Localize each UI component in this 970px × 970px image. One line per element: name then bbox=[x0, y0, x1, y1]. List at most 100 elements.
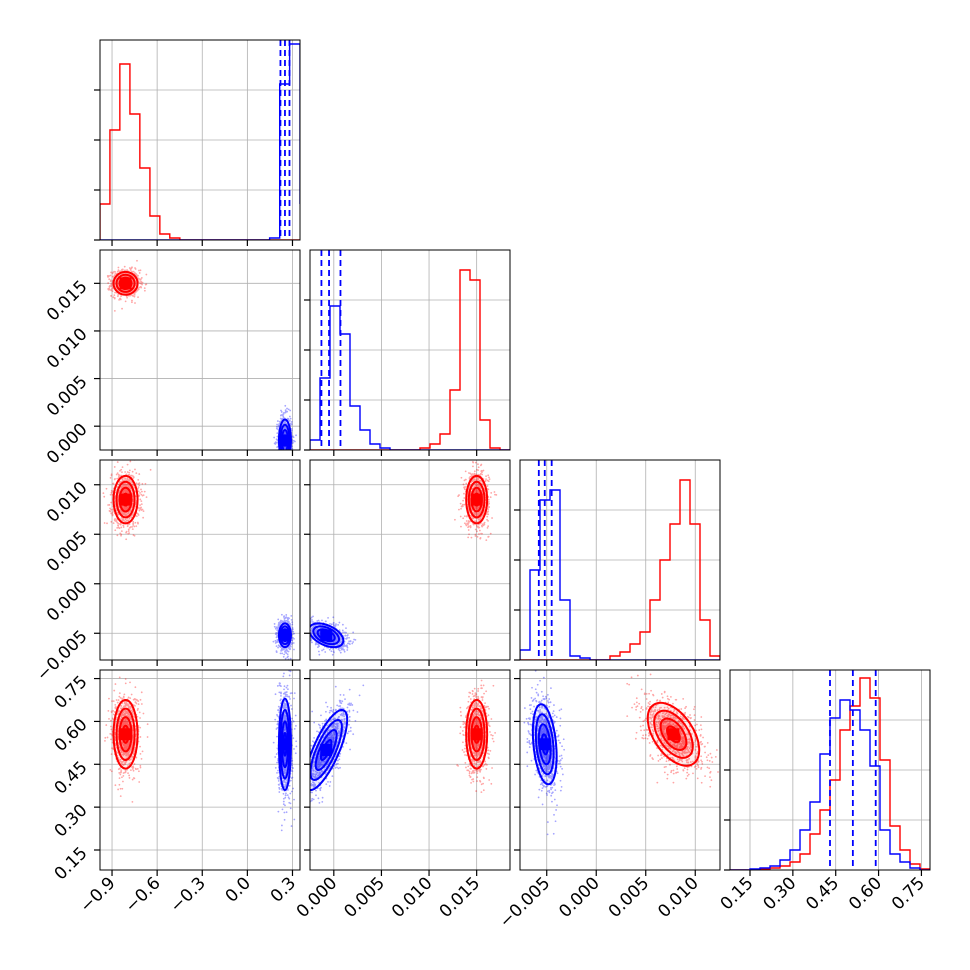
sample-point bbox=[286, 457, 288, 459]
sample-point bbox=[119, 510, 122, 513]
sample-point bbox=[475, 513, 478, 515]
sample-point bbox=[477, 512, 480, 515]
sample-point bbox=[310, 629, 313, 632]
sample-point bbox=[132, 520, 135, 523]
sample-point bbox=[138, 272, 141, 274]
sample-point bbox=[116, 295, 119, 298]
sample-point bbox=[465, 523, 467, 526]
sample-point bbox=[342, 644, 345, 647]
sample-point bbox=[124, 506, 127, 509]
sample-point bbox=[139, 282, 141, 285]
sample-point bbox=[282, 413, 284, 416]
sample-point bbox=[462, 499, 465, 502]
sample-point bbox=[131, 266, 133, 269]
sample-point bbox=[284, 455, 286, 457]
sample-point bbox=[127, 519, 130, 522]
sample-point bbox=[120, 511, 123, 513]
sample-point bbox=[283, 411, 285, 414]
sample-point bbox=[145, 283, 148, 286]
sample-point bbox=[293, 648, 295, 651]
sample-point bbox=[116, 477, 119, 480]
sample-point bbox=[130, 474, 133, 477]
sample-point bbox=[284, 421, 286, 424]
sample-point bbox=[279, 450, 281, 452]
sample-point bbox=[115, 509, 118, 512]
sample-point bbox=[288, 453, 290, 455]
sample-point bbox=[292, 633, 295, 635]
sample-point bbox=[106, 274, 109, 277]
sample-point bbox=[479, 537, 482, 540]
sample-point bbox=[135, 472, 138, 475]
sample-point bbox=[139, 278, 142, 281]
sample-point bbox=[347, 642, 350, 645]
sample-point bbox=[475, 507, 478, 510]
sample-point bbox=[124, 489, 127, 492]
sample-point bbox=[286, 454, 288, 456]
sample-point bbox=[332, 637, 334, 639]
sample-point bbox=[123, 484, 126, 486]
sample-point bbox=[125, 489, 127, 492]
sample-point bbox=[118, 474, 121, 477]
sample-point bbox=[116, 270, 119, 273]
sample-point bbox=[290, 453, 292, 455]
sample-point bbox=[284, 427, 287, 429]
sample-point bbox=[473, 490, 476, 493]
sample-point bbox=[140, 282, 142, 285]
sample-point bbox=[481, 532, 483, 535]
density-peak bbox=[278, 434, 291, 447]
sample-point bbox=[118, 527, 121, 530]
sample-point bbox=[143, 490, 146, 493]
sample-point bbox=[318, 632, 321, 635]
sample-point bbox=[476, 491, 479, 493]
sample-point bbox=[141, 508, 144, 511]
sample-point bbox=[279, 457, 281, 459]
sample-point bbox=[473, 512, 476, 515]
sample-point bbox=[279, 461, 281, 463]
sample-point bbox=[126, 478, 129, 481]
sample-point bbox=[474, 507, 477, 510]
sample-point bbox=[121, 466, 124, 469]
sample-point bbox=[307, 636, 309, 638]
sample-point bbox=[464, 486, 467, 488]
sample-point bbox=[331, 637, 334, 640]
sample-point bbox=[477, 513, 480, 516]
sample-point bbox=[286, 621, 289, 624]
sample-point bbox=[288, 453, 290, 455]
sample-point bbox=[308, 625, 310, 627]
sample-point bbox=[282, 465, 284, 467]
sample-point bbox=[132, 534, 135, 536]
sample-point bbox=[332, 624, 335, 626]
sample-point bbox=[129, 294, 131, 297]
sample-point bbox=[474, 513, 477, 516]
sample-point bbox=[282, 451, 284, 453]
sample-point bbox=[289, 462, 291, 464]
sample-point bbox=[281, 453, 283, 455]
sample-point bbox=[128, 486, 131, 489]
sample-point bbox=[484, 480, 487, 482]
sample-point bbox=[135, 501, 137, 504]
sample-point bbox=[139, 285, 142, 288]
sample-point bbox=[467, 520, 470, 522]
sample-point bbox=[284, 454, 286, 456]
sample-point bbox=[287, 408, 290, 411]
sample-point bbox=[473, 513, 476, 515]
sample-point bbox=[111, 275, 114, 278]
sample-point bbox=[488, 476, 490, 479]
sample-point bbox=[117, 524, 120, 527]
sample-point bbox=[467, 526, 469, 529]
sample-point bbox=[284, 410, 287, 413]
sample-point bbox=[469, 475, 472, 478]
sample-point bbox=[479, 472, 482, 475]
sample-point bbox=[312, 626, 315, 628]
sample-point bbox=[138, 484, 141, 487]
sample-point bbox=[124, 483, 127, 486]
sample-point bbox=[287, 457, 289, 459]
sample-point bbox=[123, 507, 126, 510]
sample-point bbox=[284, 657, 287, 660]
sample-point bbox=[476, 489, 479, 492]
hist-panel-2 bbox=[310, 250, 510, 450]
sample-point bbox=[132, 522, 135, 525]
sample-point bbox=[134, 273, 137, 276]
scatter-panel-3-2 bbox=[307, 460, 510, 660]
sample-point bbox=[281, 455, 283, 457]
